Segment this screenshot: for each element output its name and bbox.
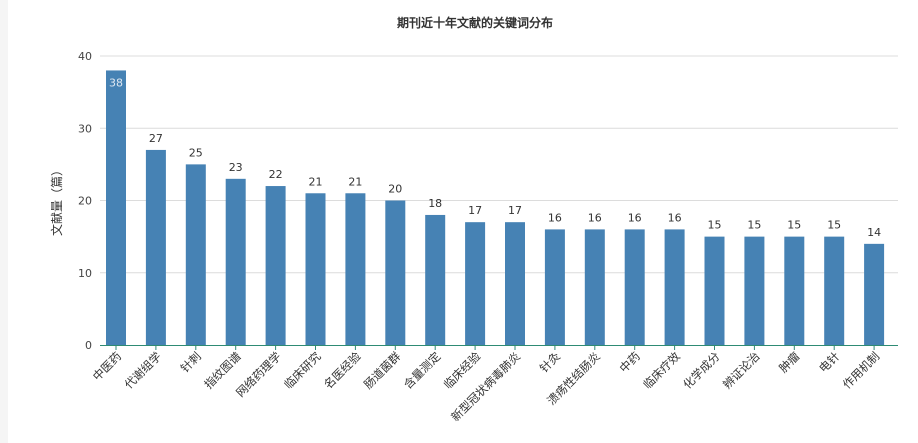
value-label: 25 (189, 146, 203, 159)
bar (864, 243, 885, 345)
value-label: 22 (269, 168, 283, 181)
value-label: 16 (668, 211, 682, 224)
bar (145, 149, 166, 345)
bar (824, 236, 845, 345)
value-label: 16 (628, 211, 642, 224)
gridlines (100, 55, 898, 274)
category-label: 含量测定 (401, 349, 444, 392)
bar (505, 222, 525, 345)
category-label: 肿瘤 (776, 349, 803, 376)
value-labels: 38 27 25 23 22 21 21 20 18 17 17 16 16 16 16 15 15 15 15 14 (109, 76, 881, 238)
bar (345, 193, 366, 345)
bar (225, 178, 246, 345)
y-axis-ticks: 0 10 20 30 40 (78, 50, 92, 352)
bar (744, 236, 765, 345)
value-label: 20 (388, 183, 402, 196)
y-tick-label: 0 (85, 339, 92, 352)
bar (544, 229, 565, 345)
category-label: 针刺 (178, 349, 204, 375)
category-label: 作用机制 (840, 349, 882, 391)
y-tick-label: 30 (78, 122, 92, 135)
value-label: 17 (508, 204, 522, 217)
category-label: 临床研究 (281, 349, 324, 392)
bar (664, 229, 685, 345)
category-label: 肠道菌群 (361, 349, 404, 392)
bar (106, 70, 126, 345)
y-tick-label: 20 (78, 195, 92, 208)
chart-title: 期刊近十年文献的关键词分布 (397, 15, 553, 30)
category-label: 代谢组学 (122, 349, 164, 391)
bar (584, 229, 605, 345)
value-label: 38 (109, 76, 123, 89)
bar (784, 236, 805, 345)
bar (704, 236, 725, 345)
bar (265, 186, 286, 345)
bar (425, 214, 446, 345)
y-tick-label: 40 (78, 50, 92, 63)
value-label: 15 (747, 219, 761, 232)
y-tick-label: 10 (78, 267, 92, 280)
value-label: 17 (468, 204, 482, 217)
value-label: 18 (428, 197, 442, 210)
bar (305, 193, 326, 345)
bar (465, 222, 486, 345)
value-label: 21 (348, 175, 362, 188)
category-label: 新型冠状病毒肺炎 (448, 349, 523, 424)
value-label: 14 (867, 226, 881, 239)
category-label: 中药 (617, 349, 643, 375)
category-label: 名医经验 (321, 349, 364, 392)
chart-panel: 期刊近十年文献的关键词分布 文献量（篇） 0 10 20 30 40 38 27 25 23 2… (8, 0, 918, 443)
category-label: 化学成分 (680, 349, 723, 392)
value-label: 16 (588, 211, 602, 224)
bar (624, 229, 645, 345)
value-label: 21 (309, 175, 323, 188)
value-label: 27 (149, 132, 163, 145)
category-label: 针灸 (537, 349, 564, 376)
category-label: 电针 (816, 349, 842, 375)
value-label: 15 (827, 219, 841, 232)
y-axis-label: 文献量（篇） (49, 164, 64, 236)
category-label: 临床疗效 (640, 349, 683, 392)
value-label: 15 (787, 219, 801, 232)
bar-chart: 期刊近十年文献的关键词分布 文献量（篇） 0 10 20 30 40 38 27 25 23 2… (49, 15, 898, 424)
category-label: 辨证论治 (720, 349, 762, 391)
value-label: 23 (229, 161, 243, 174)
bar (185, 164, 206, 345)
category-label: 中医药 (90, 349, 124, 383)
bars (106, 70, 885, 345)
bar (385, 200, 406, 345)
value-label: 15 (708, 219, 722, 232)
value-label: 16 (548, 211, 562, 224)
